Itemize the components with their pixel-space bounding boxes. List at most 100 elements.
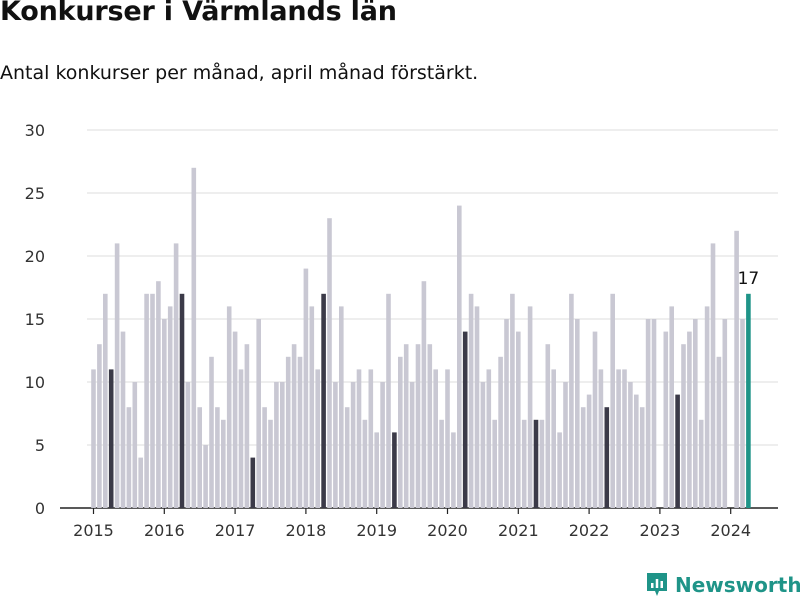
bar <box>350 382 356 508</box>
x-tick-label: 2015 <box>73 521 114 540</box>
bar <box>167 306 173 508</box>
bar <box>327 218 332 508</box>
bar <box>427 344 433 508</box>
bar <box>716 356 722 508</box>
bar <box>634 394 639 508</box>
bar-chart: 0 5 10 15 20 25 30 17 2015 2016 2017 2018 2019 2020 20… <box>25 121 778 540</box>
bar <box>704 306 710 508</box>
bar <box>409 382 415 508</box>
bar <box>457 205 462 508</box>
bar <box>203 445 208 508</box>
bar <box>580 407 586 508</box>
bar <box>622 369 627 508</box>
bar <box>651 319 657 508</box>
bar <box>451 432 456 508</box>
bar <box>333 382 338 508</box>
y-tick-label: 20 <box>25 247 45 266</box>
newsworthy-logo-icon <box>647 573 667 596</box>
bar <box>191 167 197 509</box>
bar <box>610 293 615 508</box>
bar <box>663 331 669 508</box>
bar <box>392 432 397 508</box>
bar <box>262 407 267 508</box>
bar <box>226 306 232 508</box>
bar <box>498 356 503 508</box>
y-tick-label: 0 <box>35 499 45 518</box>
bar <box>132 382 138 508</box>
bar <box>740 319 745 508</box>
bar <box>274 382 279 508</box>
bar <box>628 382 633 508</box>
bar <box>698 419 704 508</box>
bar <box>598 369 604 508</box>
bar <box>280 382 285 508</box>
bar <box>592 331 598 508</box>
bar <box>439 419 444 508</box>
bar <box>575 319 580 508</box>
bar <box>374 432 379 508</box>
bar <box>380 382 385 508</box>
x-tick-label: 2020 <box>427 521 468 540</box>
bar <box>156 281 161 508</box>
bar <box>291 344 297 508</box>
bar <box>687 331 692 508</box>
bar <box>734 230 739 509</box>
newsworthy-logo[interactable]: Newsworthy <box>645 570 800 600</box>
bar <box>616 369 621 508</box>
bar <box>386 293 391 508</box>
bar <box>710 243 716 508</box>
bar <box>675 394 680 508</box>
bar <box>492 419 497 508</box>
y-tick-label: 5 <box>35 436 45 455</box>
bar <box>173 243 179 508</box>
bar <box>468 293 474 508</box>
bar <box>551 369 556 508</box>
bar <box>746 293 751 508</box>
bar <box>209 356 214 508</box>
bar <box>339 306 344 508</box>
bar <box>114 243 120 508</box>
y-tick-label: 10 <box>25 373 45 392</box>
bar <box>344 407 350 508</box>
bar <box>256 319 261 508</box>
data-label: 17 <box>738 269 760 289</box>
bar <box>268 419 273 508</box>
bar <box>244 344 250 508</box>
bar <box>563 382 568 508</box>
bar <box>539 419 545 508</box>
bar <box>179 293 185 508</box>
bar <box>108 369 114 508</box>
bar <box>462 331 468 508</box>
bar <box>421 281 427 508</box>
bar <box>569 293 574 508</box>
bar <box>645 319 651 508</box>
bar <box>433 369 438 508</box>
bar <box>232 331 238 508</box>
y-tick-label: 15 <box>25 310 45 329</box>
bar <box>215 407 220 508</box>
bar <box>144 293 149 508</box>
bar <box>315 369 320 508</box>
bar <box>138 457 143 508</box>
bar <box>285 356 291 508</box>
bar <box>150 293 155 508</box>
x-tick-label: 2019 <box>356 521 397 540</box>
bar <box>669 306 674 508</box>
bar <box>474 306 480 508</box>
bar <box>356 369 362 508</box>
x-tick-label: 2022 <box>569 521 610 540</box>
bar <box>521 419 527 508</box>
bar <box>480 382 486 508</box>
bar <box>693 319 698 508</box>
chart-subtitle: Antal konkurser per månad, april månad f… <box>0 62 479 84</box>
bar <box>533 419 539 508</box>
bar <box>321 293 326 508</box>
x-tick-label: 2017 <box>215 521 256 540</box>
x-tick-label: 2018 <box>286 521 327 540</box>
bar <box>681 344 686 508</box>
bar <box>309 306 315 508</box>
bar <box>197 407 202 508</box>
bar <box>545 344 551 508</box>
bar <box>185 382 191 508</box>
bar <box>504 319 509 508</box>
